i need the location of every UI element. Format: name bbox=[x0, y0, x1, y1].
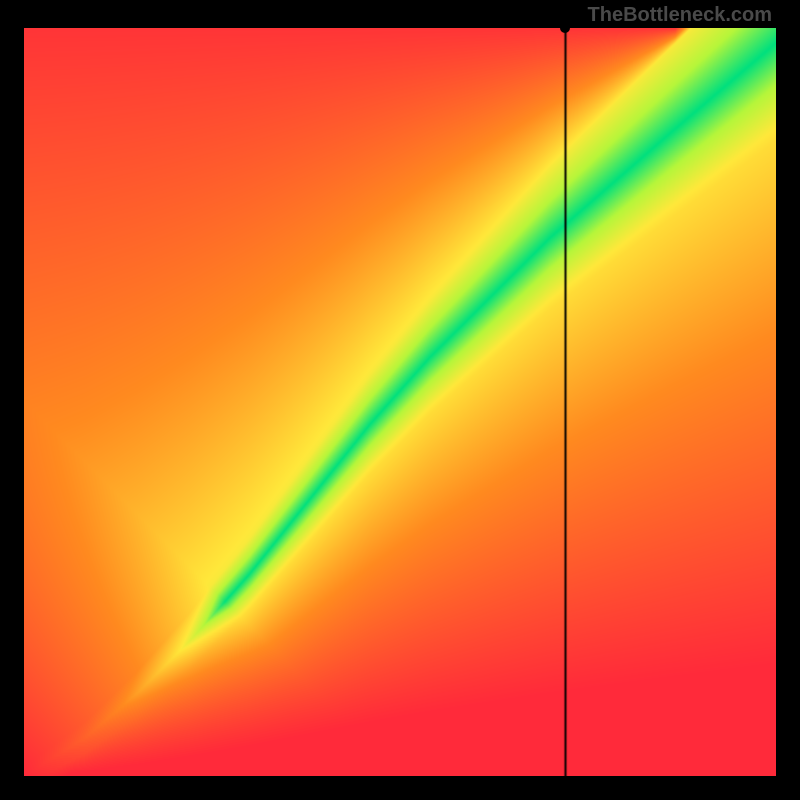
heatmap-plot bbox=[24, 28, 776, 776]
marker-dot bbox=[560, 23, 570, 33]
heatmap-canvas bbox=[24, 28, 776, 776]
attribution-text: TheBottleneck.com bbox=[588, 4, 772, 27]
